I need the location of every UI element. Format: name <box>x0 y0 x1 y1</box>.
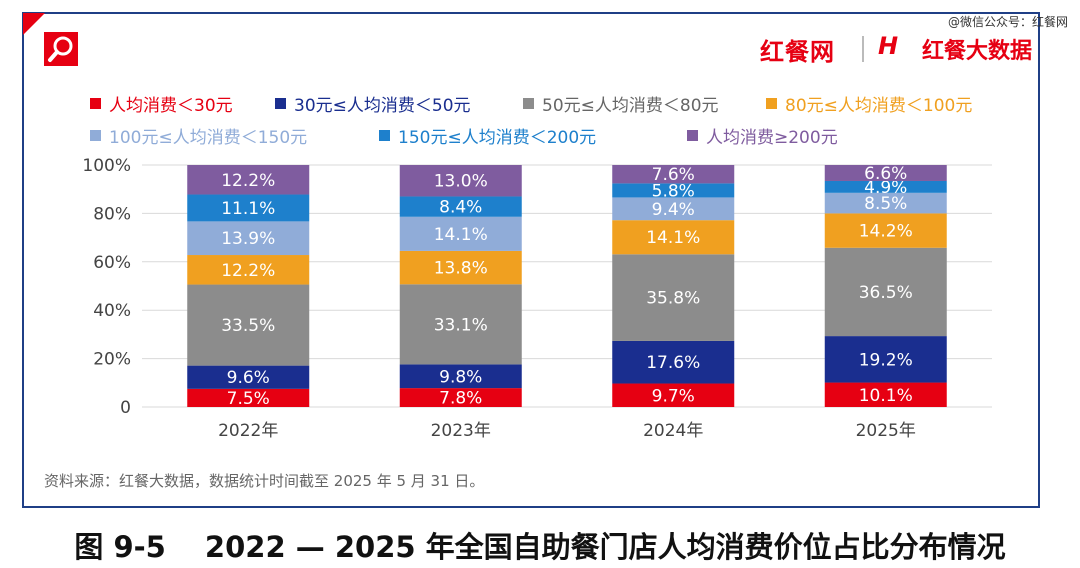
legend-swatch <box>90 98 101 109</box>
legend-item-100-150: 100元≤人均消费＜150元 <box>90 123 307 148</box>
figure-caption: 图 9-5 2022 — 2025 年全国自助餐门店人均消费价位占比分布情况 <box>74 530 1006 564</box>
bar-segment <box>399 388 522 407</box>
legend-item-30-50: 30元≤人均消费＜50元 <box>275 91 471 116</box>
data-label: 14.1% <box>646 228 700 248</box>
data-label: 9.8% <box>439 367 482 387</box>
bar-segment <box>399 364 522 389</box>
data-label: 36.5% <box>859 283 913 303</box>
bar-segment <box>612 254 735 341</box>
bar-segment <box>824 336 947 383</box>
data-label: 14.1% <box>434 225 488 245</box>
bar-segment <box>612 383 735 407</box>
legend-swatch <box>90 130 101 141</box>
bar-segment <box>187 165 310 195</box>
y-tick-label: 60% <box>93 253 131 273</box>
data-label: 19.2% <box>859 350 913 370</box>
legend-swatch <box>687 130 698 141</box>
data-label: 13.9% <box>221 229 275 249</box>
legend-label: 人均消费≥200元 <box>706 128 838 148</box>
bar-segment <box>824 247 947 337</box>
legend-swatch <box>275 98 286 109</box>
x-tick-label: 2023年 <box>431 421 491 441</box>
bar-segment <box>187 255 310 285</box>
data-label: 9.6% <box>227 368 270 388</box>
data-label: 7.5% <box>227 389 270 409</box>
bar-segment <box>187 365 310 389</box>
legend-item-150-200: 150元≤人均消费＜200元 <box>379 123 596 148</box>
legend-item-lt30: 人均消费＜30元 <box>90 91 233 116</box>
corner-accent <box>23 13 45 35</box>
magnifier-logo-icon <box>44 32 78 66</box>
bar-segment <box>612 183 735 198</box>
data-label: 14.2% <box>859 222 913 242</box>
source-watermark: @微信公众号：红餐网 <box>947 15 1068 29</box>
bar-segment <box>187 194 310 222</box>
data-label: 9.7% <box>652 386 695 406</box>
bar-segment <box>612 197 735 221</box>
legend-label: 50元≤人均消费＜80元 <box>542 96 719 116</box>
legend-item-gte200: 人均消费≥200元 <box>687 123 838 148</box>
legend-label: 150元≤人均消费＜200元 <box>398 128 597 148</box>
legend-item-80-100: 80元≤人均消费＜100元 <box>766 91 972 116</box>
data-label: 12.2% <box>221 171 275 191</box>
y-tick-label: 20% <box>93 350 131 370</box>
x-tick-label: 2024年 <box>643 421 703 441</box>
data-label: 10.1% <box>859 386 913 406</box>
data-label: 9.4% <box>652 200 695 220</box>
legend-label: 30元≤人均消费＜50元 <box>294 96 471 116</box>
legend-item-50-80: 50元≤人均消费＜80元 <box>523 91 719 116</box>
legend-swatch <box>523 98 534 109</box>
data-label: 13.8% <box>434 259 488 279</box>
bar-segment <box>187 284 310 366</box>
bar-segment <box>612 340 735 384</box>
bar-segment <box>612 220 735 255</box>
y-tick-label: 0 <box>120 398 131 418</box>
legend-label: 100元≤人均消费＜150元 <box>109 128 308 148</box>
brand-hongcan: 红餐网 <box>760 38 835 66</box>
bar-segment <box>612 165 735 184</box>
bar-segment <box>399 250 522 285</box>
legend-swatch <box>766 98 777 109</box>
y-tick-label: 100% <box>82 156 131 176</box>
bar-segment <box>187 221 310 256</box>
data-label: 7.8% <box>439 389 482 409</box>
legend-label: 80元≤人均消费＜100元 <box>785 96 973 116</box>
data-label: 7.6% <box>652 165 695 185</box>
x-tick-label: 2022年 <box>218 421 278 441</box>
data-label: 33.5% <box>221 316 275 336</box>
legend-swatch <box>379 130 390 141</box>
bar-segment <box>399 165 522 197</box>
bar-segment <box>399 284 522 365</box>
bar-segment <box>399 196 522 217</box>
legend-label: 人均消费＜30元 <box>109 96 233 116</box>
data-label: 12.2% <box>221 261 275 281</box>
bar-segment <box>824 192 947 214</box>
y-tick-label: 40% <box>93 301 131 321</box>
bar-segment <box>187 388 310 407</box>
data-label: 33.1% <box>434 315 488 335</box>
x-tick-label: 2025年 <box>856 421 916 441</box>
data-label: 17.6% <box>646 353 700 373</box>
data-label: 8.4% <box>439 198 482 218</box>
bar-segment <box>824 382 947 407</box>
data-label: 11.1% <box>221 199 275 219</box>
brand-h-mark: H <box>878 32 899 60</box>
y-tick-label: 80% <box>93 204 131 224</box>
data-label: 8.5% <box>864 194 907 214</box>
brand-divider <box>862 36 864 62</box>
data-label: 5.8% <box>652 181 695 201</box>
brand-hongcan-data: 红餐大数据 <box>922 39 1033 64</box>
data-label: 6.6% <box>864 164 907 184</box>
data-label: 4.9% <box>864 178 907 198</box>
data-source-footnote: 资料来源：红餐大数据，数据统计时间截至 2025 年 5 月 31 日。 <box>44 472 485 490</box>
bar-segment <box>824 165 947 181</box>
bar-segment <box>824 213 947 248</box>
bar-segment <box>399 216 522 251</box>
data-label: 13.0% <box>434 172 488 192</box>
data-label: 35.8% <box>646 289 700 309</box>
bar-segment <box>824 180 947 193</box>
